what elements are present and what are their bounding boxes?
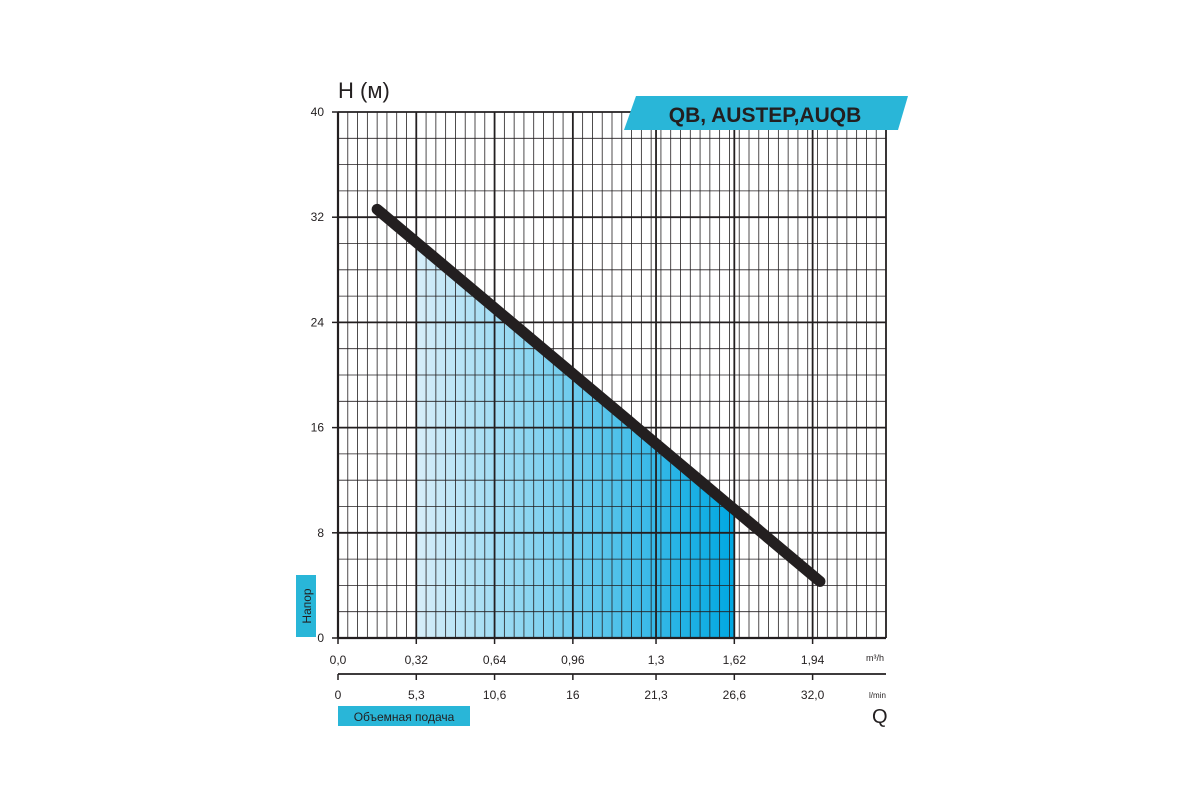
x-tick-label-m3h: 1,3	[648, 653, 665, 667]
title-banner-background	[624, 96, 908, 130]
x-axis-title: Объемная подача	[338, 706, 470, 726]
y-tick-label: 16	[311, 421, 325, 435]
x-axis-title-text: Объемная подача	[354, 710, 455, 724]
x-unit-lmin: l/min	[869, 691, 886, 700]
x-axis-symbol: Q	[872, 706, 888, 728]
title-banner: QB, AUSTEP,AUQB	[624, 96, 908, 130]
x-unit-m3h: m³/h	[866, 653, 884, 663]
x-tick-labels-m3h: 0,0 0,32 0,64 0,96 1,3 1,62 1,94	[330, 638, 825, 667]
performance-curve	[371, 203, 826, 587]
y-tick-label: 40	[311, 105, 325, 119]
x-tick-label-m3h: 0,64	[483, 653, 507, 667]
x-tick-label-lmin: 21,3	[644, 688, 668, 702]
x-tick-labels-lmin: 0 5,3 10,6 16 21,3 26,6 32,0	[335, 674, 825, 702]
x-tick-label-m3h: 0,32	[405, 653, 429, 667]
y-tick-label: 24	[311, 315, 325, 329]
minor-grid	[337, 111, 887, 639]
y-tick-labels: 0 8 16 24 32 40	[311, 105, 338, 645]
x-tick-label-lmin: 5,3	[408, 688, 425, 702]
x-tick-label-m3h: 1,94	[801, 653, 825, 667]
y-tick-label: 8	[317, 526, 324, 540]
y-axis-label: H (м)	[338, 78, 390, 103]
x-tick-label-lmin: 26,6	[723, 688, 747, 702]
chart-title: QB, AUSTEP,AUQB	[669, 104, 862, 127]
x-tick-label-lmin: 16	[566, 688, 580, 702]
x-tick-label-lmin: 0	[335, 688, 342, 702]
working-range-area	[416, 242, 735, 639]
x-axis-title-background	[338, 706, 470, 726]
y-tick-label: 0	[317, 631, 324, 645]
y-side-label-background	[296, 575, 316, 637]
x-tick-label-m3h: 0,96	[561, 653, 585, 667]
x-tick-label-lmin: 10,6	[483, 688, 507, 702]
x-tick-label-m3h: 1,62	[723, 653, 747, 667]
x-tick-label-m3h: 0,0	[330, 653, 347, 667]
y-tick-label: 32	[311, 210, 325, 224]
y-side-label: Напор	[296, 575, 316, 637]
x-tick-label-lmin: 32,0	[801, 688, 825, 702]
y-side-label-text: Напор	[300, 588, 314, 624]
